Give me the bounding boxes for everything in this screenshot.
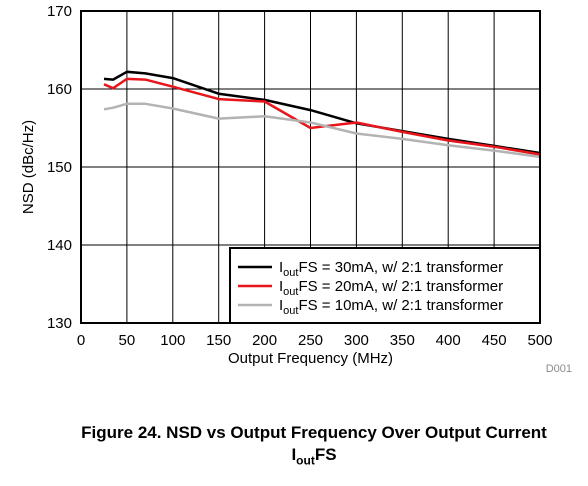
- figure-id: D001: [546, 363, 572, 375]
- x-tick-label: 100: [160, 332, 185, 349]
- legend-label-i: I: [279, 297, 283, 314]
- caption-sub: out: [296, 453, 315, 468]
- figure-caption-subject: IoutFS: [40, 444, 588, 471]
- series-line: [103, 70, 541, 155]
- legend-label: IoutFS = 10mA, w/ 2:1 transformer: [279, 297, 503, 317]
- series-line: [103, 77, 541, 156]
- legend-label: IoutFS = 20mA, w/ 2:1 transformer: [279, 278, 503, 298]
- x-tick-label: 150: [206, 332, 231, 349]
- legend: IoutFS = 30mA, w/ 2:1 transformerIoutFS …: [229, 247, 541, 324]
- x-tick-label: 200: [252, 332, 277, 349]
- tick-labels: 0 50 100 150 200 250 300 350 400 450 500 130 140 150 1…: [47, 3, 553, 349]
- legend-label: IoutFS = 30mA, w/ 2:1 transformer: [279, 259, 503, 279]
- legend-box: [229, 247, 541, 324]
- legend-label-sub: out: [283, 305, 298, 317]
- grid: [81, 11, 540, 323]
- x-tick-label: 50: [119, 332, 136, 349]
- x-axis-title: Output Frequency (MHz): [228, 350, 393, 367]
- legend-label-sub: out: [283, 286, 298, 298]
- y-tick-label: 160: [47, 81, 72, 98]
- x-tick-label: 400: [436, 332, 461, 349]
- legend-label-i: I: [279, 278, 283, 295]
- legend-label-rest: FS = 20mA, w/ 2:1 transformer: [298, 278, 503, 295]
- figure-caption: Figure 24. NSD vs Output Frequency Over …: [81, 423, 547, 442]
- y-axis-title: NSD (dBc/Hz): [20, 120, 37, 214]
- x-tick-label: 450: [482, 332, 507, 349]
- legend-label-sub: out: [283, 267, 298, 279]
- x-tick-label: 0: [77, 332, 85, 349]
- x-tick-label: 250: [298, 332, 323, 349]
- series-lines: [103, 70, 541, 159]
- legend-label-rest: FS = 30mA, w/ 2:1 transformer: [298, 259, 503, 276]
- x-tick-label: 500: [527, 332, 552, 349]
- series-line: [103, 102, 541, 159]
- legend-label-i: I: [279, 259, 283, 276]
- x-tick-label: 300: [344, 332, 369, 349]
- caption-fs: FS: [314, 445, 337, 464]
- legend-label-rest: FS = 10mA, w/ 2:1 transformer: [298, 297, 503, 314]
- y-tick-label: 130: [47, 315, 72, 332]
- caption-i: I: [291, 445, 297, 464]
- x-tick-label: 350: [390, 332, 415, 349]
- y-tick-label: 170: [47, 3, 72, 20]
- y-tick-label: 150: [47, 159, 72, 176]
- y-tick-label: 140: [47, 237, 72, 254]
